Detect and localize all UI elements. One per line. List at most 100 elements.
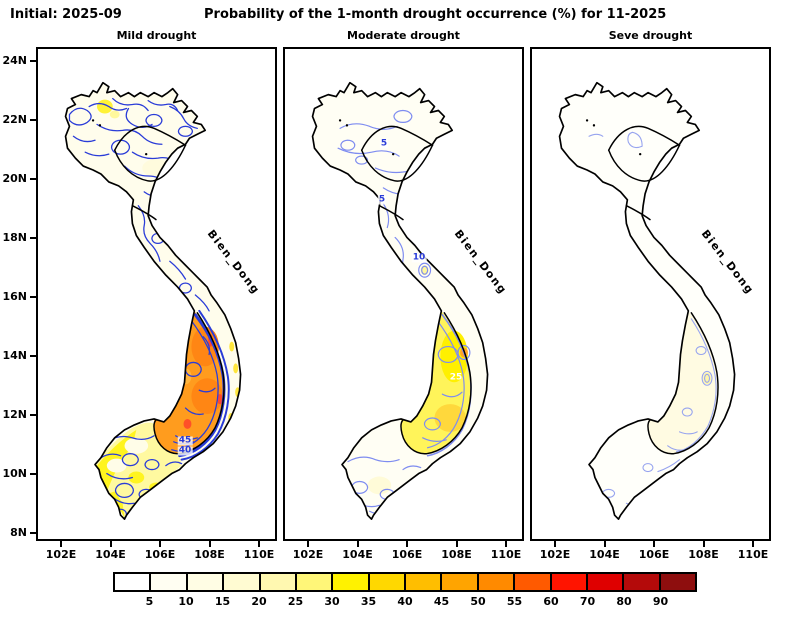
x-tick-mark	[307, 541, 309, 547]
contour-value-label: 25	[449, 372, 463, 383]
x-tick-label: 104E	[95, 548, 126, 561]
map-panel-severe: Bien_Dong	[530, 47, 771, 541]
map-panel-mild: Bien_Dong 45 40	[36, 47, 277, 541]
initial-time-label: Initial: 2025-09	[10, 7, 122, 22]
colorbar-tick-label: 90	[652, 595, 669, 608]
x-tick-label: 108E	[688, 548, 719, 561]
colorbar-tick-label: 60	[543, 595, 559, 608]
x-tick-label: 108E	[441, 548, 472, 561]
y-tick-mark	[30, 532, 36, 534]
colorbar-cell	[549, 574, 586, 590]
contour-value-label: 40	[177, 445, 193, 456]
colorbar-cell	[658, 574, 695, 590]
x-tick-label: 108E	[194, 548, 225, 561]
y-tick-mark	[30, 119, 36, 121]
y-tick-label: 12N	[2, 408, 27, 421]
y-tick-mark	[30, 178, 36, 180]
panel-title-mild: Mild drought	[116, 29, 197, 42]
vietnam-map-mild: Bien_Dong	[64, 81, 263, 521]
y-tick-mark	[30, 414, 36, 416]
x-tick-label: 106E	[391, 548, 423, 561]
colorbar-tick-label: 50	[470, 595, 486, 608]
x-tick-mark	[109, 541, 112, 547]
colorbar-cell	[622, 574, 659, 590]
y-tick-label: 14N	[2, 349, 27, 362]
colorbar-tick-label: 40	[397, 595, 413, 608]
vietnam-map-moderate: Bien_Dong	[311, 81, 510, 521]
x-tick-mark	[505, 541, 507, 547]
contour-lines-moderate	[337, 109, 472, 515]
colorbar-cell	[185, 574, 223, 590]
x-tick-label: 102E	[292, 548, 324, 561]
panel-title-moderate: Moderate drought	[347, 29, 460, 42]
x-tick-mark	[159, 541, 161, 547]
x-tick-mark	[455, 541, 458, 547]
colorbar-tick-label: 10	[178, 595, 194, 608]
x-tick-label: 104E	[589, 548, 620, 561]
x-tick-mark	[603, 541, 606, 547]
y-tick-mark	[30, 60, 36, 62]
colorbar-cell	[513, 574, 550, 590]
x-tick-mark	[258, 541, 260, 547]
colorbar-cell	[115, 574, 150, 590]
colorbar-cell	[476, 574, 514, 590]
x-tick-label: 110E	[490, 548, 522, 561]
y-tick-label: 10N	[2, 467, 27, 480]
y-tick-label: 24N	[2, 54, 27, 67]
y-tick-mark	[30, 355, 36, 357]
y-tick-label: 22N	[2, 113, 27, 126]
y-tick-label: 16N	[2, 290, 27, 303]
figure-title: Probability of the 1-month drought occur…	[204, 7, 667, 22]
colorbar-tick-label: 80	[616, 595, 632, 608]
contour-value-label: 10	[411, 252, 427, 263]
y-tick-mark	[30, 296, 36, 298]
x-tick-mark	[752, 541, 754, 547]
colorbar-tick-label: 70	[579, 595, 596, 608]
x-tick-mark	[702, 541, 705, 547]
sea-label: Bien_Dong	[452, 227, 510, 297]
y-tick-mark	[30, 237, 36, 239]
y-tick-label: 8N	[10, 526, 27, 539]
map-panel-moderate: Bien_Dong 5 5 10 25	[283, 47, 524, 541]
colorbar-tick-label: 45	[433, 595, 450, 608]
x-tick-mark	[653, 541, 655, 547]
y-tick-label: 18N	[2, 231, 27, 244]
colorbar-tick-label: 5	[145, 595, 154, 608]
colorbar-tick-label: 15	[214, 595, 231, 608]
x-tick-mark	[60, 541, 62, 547]
sea-label: Bien_Dong	[205, 227, 263, 297]
colorbar-cell	[331, 574, 368, 590]
colorbar-scale	[113, 572, 697, 592]
colorbar-cell	[367, 574, 404, 590]
x-tick-mark	[554, 541, 556, 547]
x-tick-mark	[356, 541, 359, 547]
colorbar-tick-label: 30	[324, 595, 340, 608]
y-tick-label: 20N	[2, 172, 27, 185]
contour-value-label: 5	[377, 194, 387, 205]
colorbar-tick-label: 25	[287, 595, 304, 608]
x-tick-label: 102E	[539, 548, 571, 561]
x-tick-label: 104E	[342, 548, 373, 561]
colorbar-cell	[258, 574, 295, 590]
colorbar-tick-label: 55	[506, 595, 523, 608]
panel-title-severe: Seve drought	[608, 29, 693, 42]
x-tick-label: 102E	[45, 548, 77, 561]
colorbar-tick-label: 35	[360, 595, 377, 608]
x-tick-label: 110E	[243, 548, 275, 561]
y-tick-mark	[30, 473, 36, 475]
contour-value-label: 5	[379, 138, 389, 149]
contour-lines-severe	[588, 131, 717, 519]
colorbar-cell	[585, 574, 623, 590]
x-tick-mark	[406, 541, 408, 547]
sea-label: Bien_Dong	[699, 227, 757, 297]
x-tick-label: 106E	[144, 548, 176, 561]
colorbar-cell	[222, 574, 259, 590]
vietnam-map-severe: Bien_Dong	[558, 81, 757, 521]
colorbar-tick-label: 20	[251, 595, 267, 608]
x-tick-mark	[208, 541, 211, 547]
colorbar-cell	[149, 574, 186, 590]
colorbar-cell	[294, 574, 332, 590]
contour-value-label: 45	[177, 435, 193, 446]
x-tick-label: 110E	[737, 548, 769, 561]
